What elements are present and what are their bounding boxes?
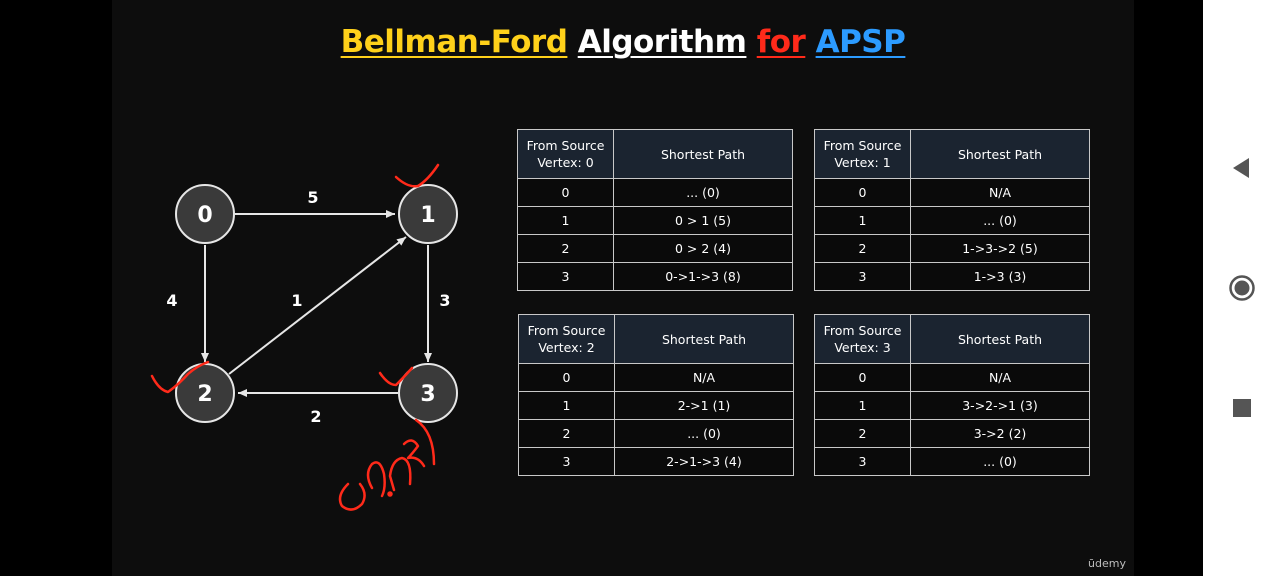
table-cell-vertex: 2 [517, 234, 614, 263]
edge-2-1 [228, 236, 407, 375]
table-cell-vertex: 2 [814, 234, 911, 263]
graph-node-1: 1 [398, 184, 458, 244]
table-row: 1 3->2->1 (3) [814, 391, 1090, 420]
table-header-path: Shortest Path [910, 314, 1090, 364]
table-cell-vertex: 0 [518, 363, 615, 392]
slide: Bellman-Ford Algorithm for APSP 5 4 1 3 … [112, 0, 1134, 576]
table-row: 3 ... (0) [814, 447, 1090, 476]
slide-title: Bellman-Ford Algorithm for APSP [112, 24, 1134, 60]
graph-node-2: 2 [175, 363, 235, 423]
android-navigation-bar [1203, 0, 1280, 576]
table-cell-path: 3->2 (2) [910, 419, 1090, 448]
table-row: 3 2->1->3 (4) [518, 447, 794, 476]
table-row: 2 1->3->2 (5) [814, 234, 1090, 263]
shortest-path-table-source-1: From Source Vertex: 1 Shortest Path 0 N/… [814, 129, 1090, 291]
table-cell-path: ... (0) [614, 419, 794, 448]
node-label-1: 1 [420, 203, 435, 228]
checkmark-annotation-node-2 [150, 360, 210, 394]
table-cell-vertex: 1 [518, 391, 615, 420]
table-cell-path: 3->2->1 (3) [910, 391, 1090, 420]
table-cell-path: ... (0) [613, 178, 793, 207]
table-header-source: From Source Vertex: 2 [518, 314, 615, 364]
checkmark-annotation-node-3 [378, 366, 414, 387]
title-algorithm: Algorithm [577, 24, 747, 60]
big-o-n-cubed-annotation [338, 418, 436, 511]
table-row: 2 3->2 (2) [814, 419, 1090, 448]
table-cell-vertex: 0 [814, 363, 911, 392]
edge-weight-3-2: 2 [310, 407, 321, 426]
table-row: 1 2->1 (1) [518, 391, 794, 420]
table-cell-path: 0 > 1 (5) [613, 206, 793, 235]
title-bellman-ford: Bellman-Ford [340, 24, 568, 60]
table-row: 1 ... (0) [814, 206, 1090, 235]
table-row: 2 0 > 2 (4) [517, 234, 793, 263]
edge-weight-0-2: 4 [166, 291, 177, 310]
table-header-source: From Source Vertex: 0 [517, 129, 614, 179]
square-recents-icon[interactable] [1229, 395, 1255, 421]
table-cell-vertex: 3 [814, 262, 911, 291]
edge-weight-2-1: 1 [291, 291, 302, 310]
node-label-2: 2 [197, 382, 212, 407]
table-header-path: Shortest Path [613, 129, 793, 179]
shortest-path-table-source-2: From Source Vertex: 2 Shortest Path 0 N/… [518, 314, 794, 476]
checkmark-annotation-node-1 [394, 163, 440, 188]
table-cell-vertex: 1 [814, 391, 911, 420]
table-header-path: Shortest Path [910, 129, 1090, 179]
table-cell-vertex: 2 [814, 419, 911, 448]
table-row: 0 ... (0) [517, 178, 793, 207]
shortest-path-table-source-0: From Source Vertex: 0 Shortest Path 0 ..… [517, 129, 793, 291]
graph-diagram: 5 4 1 3 2 0 1 2 3 [150, 163, 458, 511]
table-cell-path: 0->1->3 (8) [613, 262, 793, 291]
table-cell-path: 0 > 2 (4) [613, 234, 793, 263]
table-cell-vertex: 3 [517, 262, 614, 291]
edge-weight-1-3: 3 [439, 291, 450, 310]
graph-node-3: 3 [398, 363, 458, 423]
triangle-back-icon[interactable] [1229, 155, 1255, 181]
table-cell-path: 2->1->3 (4) [614, 447, 794, 476]
table-cell-vertex: 1 [517, 206, 614, 235]
table-row: 0 N/A [814, 178, 1090, 207]
table-header-source: From Source Vertex: 3 [814, 314, 911, 364]
table-cell-path: 1->3 (3) [910, 262, 1090, 291]
title-for: for [756, 24, 806, 60]
shortest-path-table-source-3: From Source Vertex: 3 Shortest Path 0 N/… [814, 314, 1090, 476]
table-cell-path: 1->3->2 (5) [910, 234, 1090, 263]
node-label-0: 0 [197, 203, 212, 228]
table-header-path: Shortest Path [614, 314, 794, 364]
table-cell-path: N/A [910, 363, 1090, 392]
table-cell-path: N/A [910, 178, 1090, 207]
table-cell-path: ... (0) [910, 447, 1090, 476]
table-row: 3 0->1->3 (8) [517, 262, 793, 291]
graph-node-0: 0 [175, 184, 235, 244]
table-row: 1 0 > 1 (5) [517, 206, 793, 235]
udemy-watermark: ūdemy [1088, 557, 1126, 570]
table-row: 0 N/A [814, 363, 1090, 392]
table-cell-vertex: 1 [814, 206, 911, 235]
table-cell-vertex: 3 [814, 447, 911, 476]
table-row: 3 1->3 (3) [814, 262, 1090, 291]
table-cell-vertex: 0 [814, 178, 911, 207]
table-cell-vertex: 2 [518, 419, 615, 448]
title-apsp: APSP [815, 24, 906, 60]
table-header-source: From Source Vertex: 1 [814, 129, 911, 179]
table-cell-path: 2->1 (1) [614, 391, 794, 420]
table-cell-path: N/A [614, 363, 794, 392]
table-cell-vertex: 0 [517, 178, 614, 207]
node-label-3: 3 [420, 382, 435, 407]
edge-weight-0-1: 5 [307, 188, 318, 207]
table-cell-vertex: 3 [518, 447, 615, 476]
table-row: 2 ... (0) [518, 419, 794, 448]
table-cell-path: ... (0) [910, 206, 1090, 235]
circle-home-icon[interactable] [1229, 275, 1255, 301]
table-row: 0 N/A [518, 363, 794, 392]
